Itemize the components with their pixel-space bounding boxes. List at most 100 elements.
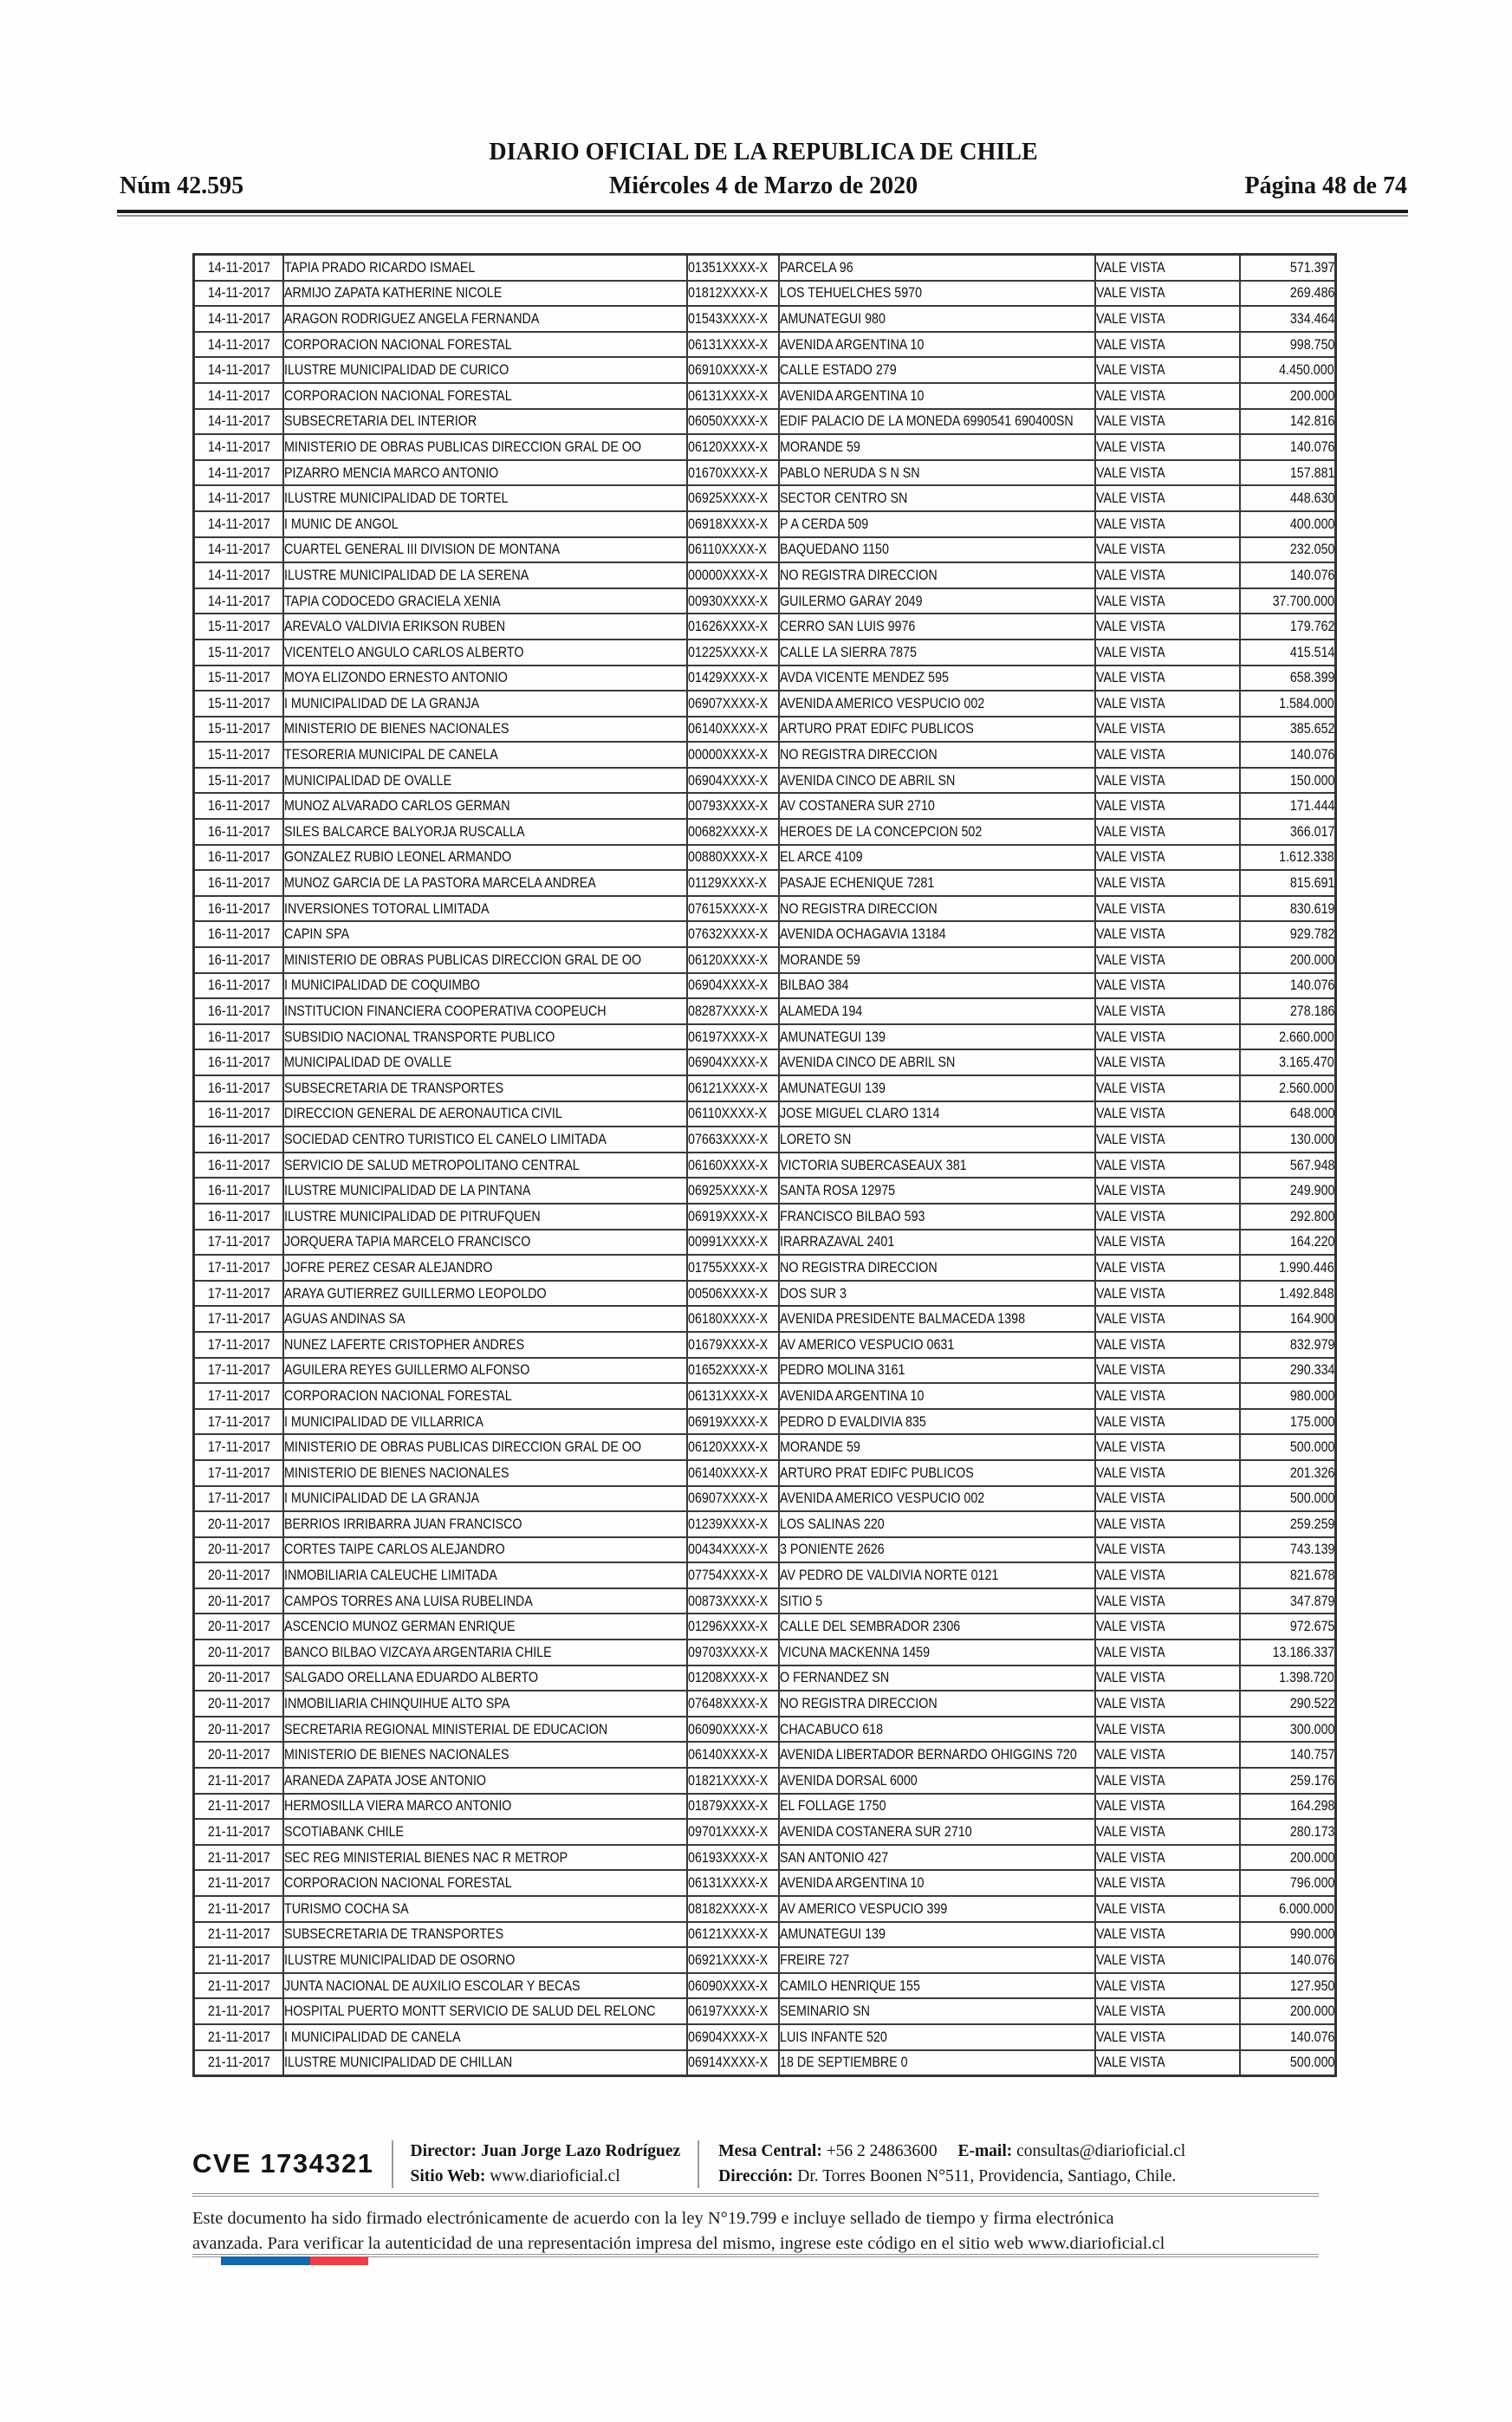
contact-block: Mesa Central: +56 2 24863600 E-mail: con…	[718, 2139, 1185, 2190]
cell-amount: 175.000	[1239, 1407, 1337, 1436]
sitio-url: www.diarioficial.cl	[490, 2167, 620, 2186]
table-row: 14-11-2017 PIZARRO MENCIA MARCO ANTONIO …	[192, 458, 1337, 487]
cell-payee-name: INVERSIONES TOTORAL LIMITADA	[282, 894, 688, 923]
cell-rut-id: 06907XXXX-X	[686, 690, 780, 718]
cell-rut-id: 01679XXXX-X	[686, 1330, 780, 1359]
cell-rut-id: 07648XXXX-X	[686, 1690, 780, 1717]
table-row: 17-11-2017 I MUNICIPALIDAD DE VILLARRICA…	[192, 1407, 1337, 1436]
cell-payment-type: VALE VISTA	[1094, 792, 1241, 821]
cell-rut-id: 01543XXXX-X	[686, 305, 780, 333]
table-row: 20-11-2017 CORTES TAIPE CARLOS ALEJANDRO…	[192, 1536, 1337, 1564]
cell-address: IRARRAZAVAL 2401	[778, 1228, 1096, 1256]
cell-date: 16-11-2017	[192, 894, 284, 923]
cell-address: AVENIDA ARGENTINA 10	[778, 1869, 1096, 1897]
cell-amount: 164.220	[1239, 1228, 1337, 1256]
cell-rut-id: 01626XXXX-X	[686, 613, 780, 640]
cell-date: 15-11-2017	[192, 766, 284, 795]
cell-address: AV PEDRO DE VALDIVIA NORTE 0121	[778, 1562, 1096, 1589]
cell-payment-type: VALE VISTA	[1094, 1587, 1241, 1615]
cell-payment-type: VALE VISTA	[1094, 1202, 1241, 1230]
cell-payee-name: I MUNICIPALIDAD DE LA GRANJA	[282, 690, 688, 718]
cell-amount: 500.000	[1239, 1484, 1337, 1513]
cell-date: 16-11-2017	[192, 1100, 284, 1128]
cell-address: PABLO NERUDA S N SN	[778, 458, 1096, 487]
cell-amount: 150.000	[1239, 766, 1337, 795]
cell-payment-type: VALE VISTA	[1094, 997, 1241, 1025]
footer-rule-top	[192, 2193, 1319, 2197]
cell-amount: 385.652	[1239, 715, 1337, 743]
cell-payment-type: VALE VISTA	[1094, 1639, 1241, 1666]
cell-payee-name: MINISTERIO DE BIENES NACIONALES	[282, 1458, 688, 1487]
cell-payment-type: VALE VISTA	[1094, 638, 1241, 666]
cell-address: 3 PONIENTE 2626	[778, 1536, 1096, 1564]
table-row: 16-11-2017 MUNOZ ALVARADO CARLOS GERMAN …	[192, 792, 1337, 821]
cell-payee-name: ARANEDA ZAPATA JOSE ANTONIO	[282, 1767, 688, 1795]
cell-rut-id: 06131XXXX-X	[686, 330, 780, 359]
cell-payee-name: ILUSTRE MUNICIPALIDAD DE CURICO	[282, 356, 688, 384]
cell-date: 21-11-2017	[192, 1792, 284, 1821]
cell-address: BILBAO 384	[778, 971, 1096, 1000]
cell-amount: 929.782	[1239, 920, 1337, 949]
mesa-phone: +56 2 24863600	[826, 2142, 938, 2160]
cell-date: 17-11-2017	[192, 1254, 284, 1282]
table-row: 15-11-2017 MOYA ELIZONDO ERNESTO ANTONIO…	[192, 664, 1337, 692]
cell-date: 14-11-2017	[192, 510, 284, 538]
cell-payment-type: VALE VISTA	[1094, 715, 1241, 743]
table-row: 16-11-2017 I MUNICIPALIDAD DE COQUIMBO 0…	[192, 971, 1337, 1000]
cell-date: 17-11-2017	[192, 1484, 284, 1513]
cell-date: 14-11-2017	[192, 253, 284, 282]
cell-payee-name: ARAYA GUTIERREZ GUILLERMO LEOPOLDO	[282, 1279, 688, 1308]
cell-date: 14-11-2017	[192, 305, 284, 333]
cell-payee-name: AGUAS ANDINAS SA	[282, 1305, 688, 1333]
cell-date: 20-11-2017	[192, 1715, 284, 1743]
cell-address: NO REGISTRA DIRECCION	[778, 741, 1096, 769]
cell-payee-name: HERMOSILLA VIERA MARCO ANTONIO	[282, 1792, 688, 1821]
table-row: 16-11-2017 SUBSIDIO NACIONAL TRANSPORTE …	[192, 1023, 1337, 1051]
cell-payment-type: VALE VISTA	[1094, 1613, 1241, 1641]
table-row: 14-11-2017 TAPIA PRADO RICARDO ISMAEL 01…	[192, 253, 1337, 282]
cell-payee-name: ILUSTRE MUNICIPALIDAD DE LA SERENA	[282, 562, 688, 589]
cell-address: AVENIDA ARGENTINA 10	[778, 330, 1096, 359]
cell-amount: 140.076	[1239, 971, 1337, 1000]
cell-date: 15-11-2017	[192, 664, 284, 692]
cell-amount: 743.139	[1239, 1536, 1337, 1564]
cell-address: SANTA ROSA 12975	[778, 1177, 1096, 1205]
cell-rut-id: 06121XXXX-X	[686, 1075, 780, 1102]
cell-payee-name: SECRETARIA REGIONAL MINISTERIAL DE EDUCA…	[282, 1715, 688, 1743]
cell-payment-type: VALE VISTA	[1094, 1279, 1241, 1308]
cell-rut-id: 06140XXXX-X	[686, 1741, 780, 1769]
cell-amount: 278.186	[1239, 997, 1337, 1025]
table-row: 17-11-2017 MINISTERIO DE BIENES NACIONAL…	[192, 1458, 1337, 1487]
footer-rule-bottom	[192, 2254, 1319, 2265]
table-row: 14-11-2017 I MUNIC DE ANGOL 06918XXXX-X …	[192, 510, 1337, 538]
cell-address: AMUNATEGUI 139	[778, 1920, 1096, 1949]
table-row: 20-11-2017 INMOBILIARIA CHINQUIHUE ALTO …	[192, 1690, 1337, 1717]
table-row: 21-11-2017 ILUSTRE MUNICIPALIDAD DE OSOR…	[192, 1946, 1337, 1974]
cell-payment-type: VALE VISTA	[1094, 279, 1241, 308]
cell-payment-type: VALE VISTA	[1094, 433, 1241, 461]
cell-payment-type: VALE VISTA	[1094, 1690, 1241, 1717]
cell-payee-name: CAMPOS TORRES ANA LUISA RUBELINDA	[282, 1587, 688, 1615]
cell-payment-type: VALE VISTA	[1094, 1305, 1241, 1333]
cell-rut-id: 06907XXXX-X	[686, 1484, 780, 1513]
cell-amount: 142.816	[1239, 407, 1337, 436]
cell-payee-name: VICENTELO ANGULO CARLOS ALBERTO	[282, 638, 688, 666]
cell-address: AMUNATEGUI 139	[778, 1075, 1096, 1102]
cell-date: 20-11-2017	[192, 1536, 284, 1564]
cell-date: 17-11-2017	[192, 1305, 284, 1333]
email-label: E-mail:	[957, 2142, 1013, 2160]
cell-payee-name: ILUSTRE MUNICIPALIDAD DE OSORNO	[282, 1946, 688, 1974]
cell-payee-name: I MUNICIPALIDAD DE CANELA	[282, 2023, 688, 2051]
cell-payment-type: VALE VISTA	[1094, 1382, 1241, 1410]
cell-rut-id: 00434XXXX-X	[686, 1536, 780, 1564]
cell-rut-id: 01208XXXX-X	[686, 1664, 780, 1692]
table-row: 20-11-2017 INMOBILIARIA CALEUCHE LIMITAD…	[192, 1562, 1337, 1589]
cell-date: 15-11-2017	[192, 741, 284, 769]
cell-date: 16-11-2017	[192, 1151, 284, 1179]
cell-payment-type: VALE VISTA	[1094, 1920, 1241, 1949]
cell-address: ALAMEDA 194	[778, 997, 1096, 1025]
cell-amount: 648.000	[1239, 1100, 1337, 1128]
cell-payment-type: VALE VISTA	[1094, 971, 1241, 1000]
table-row: 16-11-2017 ILUSTRE MUNICIPALIDAD DE LA P…	[192, 1177, 1337, 1205]
